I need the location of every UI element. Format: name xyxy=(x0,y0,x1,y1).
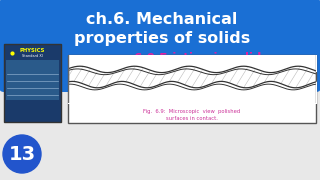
Text: surfaces in contact.: surfaces in contact. xyxy=(166,116,218,120)
Text: ch.6. Mechanical: ch.6. Mechanical xyxy=(86,12,238,28)
Text: PHYSICS: PHYSICS xyxy=(20,48,45,53)
Bar xyxy=(6,60,59,100)
Text: properties of solids: properties of solids xyxy=(74,30,250,46)
Text: Standard XI: Standard XI xyxy=(22,54,43,58)
Text: 13: 13 xyxy=(8,145,36,163)
Text: - 6.9 Friction in solids: - 6.9 Friction in solids xyxy=(125,51,269,64)
FancyBboxPatch shape xyxy=(0,0,320,92)
Text: Fig.  6.9:  Microscopic  view  polished: Fig. 6.9: Microscopic view polished xyxy=(143,109,241,114)
Circle shape xyxy=(3,135,41,173)
Bar xyxy=(68,55,316,123)
Bar xyxy=(4,44,61,122)
